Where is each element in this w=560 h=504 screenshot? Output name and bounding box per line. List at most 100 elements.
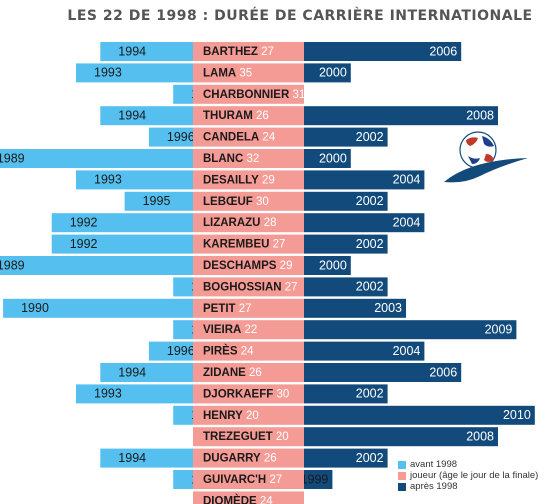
label-player-dugarry: DUGARRY 26 [203,453,277,465]
label-start-candela: 1996 [167,130,195,144]
legend-item-after: après 1998 [398,481,538,492]
bar-after-leb-uf [304,191,388,211]
player-name-djorkaeff: DJORKAEFF [203,388,273,400]
bar-before-candela [148,127,193,147]
player-age-lizarazu: 28 [261,217,277,229]
label-player-leb-uf: LEBŒUF 30 [203,196,269,208]
bar-player-henry [193,405,304,425]
player-name-charbonnier: CHARBONNIER [203,89,290,101]
bar-after-dugarry [304,448,388,468]
label-start-thuram: 1994 [118,108,146,122]
bar-player-lama [193,63,304,83]
label-player-petit: PETIT 27 [203,303,252,315]
label-start-djorkaeff: 1993 [94,387,122,401]
player-name-zidane: ZIDANE [203,367,246,379]
label-player-deschamps: DESCHAMPS 29 [203,260,292,272]
player-name-petit: PETIT [203,303,236,315]
bar-before-deschamps [0,256,193,275]
label-player-vieira: VIEIRA 22 [203,324,257,336]
bar-before-lizarazu [51,213,194,233]
bar-player-dugarry [193,448,304,468]
label-player-charbonnier: CHARBONNIER 31 [203,89,305,101]
label-end-trezeguet: 2008 [466,429,494,443]
bar-player-pir-s [193,341,304,361]
label-end-candela: 2002 [356,130,384,144]
player-age-leb-uf: 30 [253,196,269,208]
player-age-trezeguet: 20 [273,431,289,443]
label-end-djorkaeff: 2002 [356,387,384,401]
bar-after-boghossian [304,277,388,297]
bar-player-lizarazu [193,213,304,233]
player-age-lama: 35 [236,67,252,79]
bar-before-desailly [76,170,193,190]
bar-before-thuram [100,106,193,126]
bar-after-trezeguet [304,427,498,447]
bar-after-petit [304,298,406,318]
label-player-guivarc-h: GUIVARC'H 27 [203,474,282,486]
bar-player-guivarc-h [193,470,304,489]
player-name-blanc: BLANC [203,153,243,165]
label-end-blanc: 2000 [319,151,347,165]
player-age-karembeu: 27 [269,239,285,251]
player-name-karembeu: KAREMBEU [203,239,269,251]
bar-after-barthez [304,42,462,61]
bar-after-henry [304,405,535,425]
label-end-petit: 2003 [374,301,402,315]
legend-label-after: après 1998 [410,481,458,492]
player-age-zidane: 26 [246,367,262,379]
bar-player-desailly [193,170,304,190]
label-player-karembeu: KAREMBEU 27 [203,239,285,251]
label-player-candela: CANDELA 24 [203,132,276,144]
label-player-lama: LAMA 35 [203,67,252,79]
player-age-djorkaeff: 30 [273,388,289,400]
label-end-guivarc-h: 1999 [301,472,329,486]
player-age-vieira: 22 [241,324,257,336]
player-age-dugarry: 26 [261,453,277,465]
label-end-zidane: 2006 [429,365,457,379]
label-player-lizarazu: LIZARAZU 28 [203,217,277,229]
bar-player-blanc [193,149,304,168]
bar-before-blanc [0,149,193,168]
player-name-barthez: BARTHEZ [203,46,258,58]
label-player-henry: HENRY 20 [203,410,259,422]
label-start-leb-uf: 1995 [143,194,171,208]
player-age-henry: 20 [243,410,259,422]
bar-before-pir-s [148,341,193,361]
bar-player-vieira [193,320,304,340]
bar-after-karembeu [304,234,388,254]
player-age-pir-s: 24 [238,346,255,358]
label-end-boghossian: 2002 [356,280,384,294]
label-start-desailly: 1993 [94,173,122,187]
label-player-boghossian: BOGHOSSIAN 27 [203,281,298,293]
bar-player-deschamps [193,256,304,275]
player-age-candela: 24 [259,132,276,144]
label-start-dugarry: 1994 [118,451,146,465]
player-name-boghossian: BOGHOSSIAN [203,281,282,293]
label-start-petit: 1990 [21,301,49,315]
player-name-lama: LAMA [203,67,236,79]
bar-before-henry [173,405,193,425]
bar-player-karembeu [193,234,304,254]
legend-label-player: joueur (âge le jour de la finale) [410,470,539,481]
label-end-karembeu: 2002 [356,237,384,251]
label-player-thuram: THURAM 26 [203,110,269,122]
player-name-vieira: VIEIRA [203,324,241,336]
label-start-karembeu: 1992 [70,237,98,251]
label-player-trezeguet: TREZEGUET 20 [203,431,289,443]
player-age-thuram: 26 [253,110,269,122]
legend-item-player: joueur (âge le jour de la finale) [398,470,538,481]
label-player-barthez: BARTHEZ 27 [203,46,274,58]
label-player-desailly: DESAILLY 29 [203,174,275,186]
label-start-lama: 1993 [94,66,122,80]
label-end-lizarazu: 2004 [393,215,421,229]
player-name-lizarazu: LIZARAZU [203,217,261,229]
legend-swatch-after [398,482,406,491]
bar-player-candela [193,127,304,147]
player-name-candela: CANDELA [203,132,259,144]
label-start-deschamps: 1989 [0,258,25,272]
bar-player-djorkaeff [193,384,304,404]
bar-after-blanc [304,149,351,168]
label-player-zidane: ZIDANE 26 [203,367,262,379]
player-name-leb-uf: LEBŒUF [203,196,253,208]
player-age-charbonnier: 31 [289,89,305,101]
